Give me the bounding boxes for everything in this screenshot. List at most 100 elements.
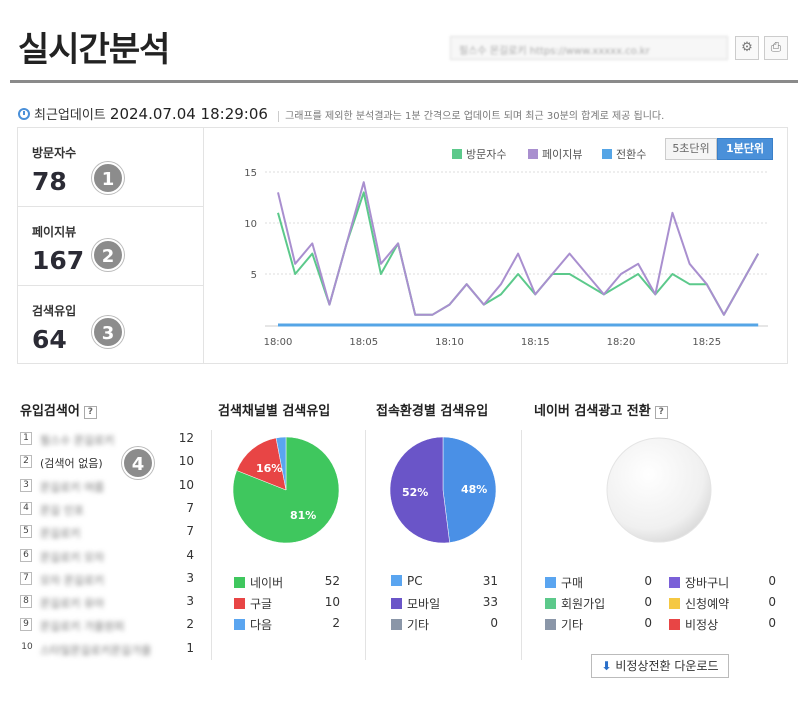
pie-slice bbox=[442, 436, 497, 543]
download-button[interactable]: ⬇ 비정상전환 다운로드 bbox=[591, 654, 729, 678]
keyword-rank: 4 bbox=[20, 501, 32, 515]
keyword-rank: 9 bbox=[20, 618, 32, 632]
stat-label: 방문자수 bbox=[32, 146, 77, 160]
keyword-row[interactable]: 8 몬길로키 유아 3 bbox=[20, 593, 196, 615]
line-chart: 18:00 18:05 18:10 18:15 18:20 18:25 5 10 15 bbox=[244, 168, 768, 348]
pie-slice bbox=[275, 436, 287, 491]
keyword-row[interactable]: 6 몬길로키 모자 4 bbox=[20, 547, 196, 569]
legend-visitors: 방문자수 bbox=[452, 146, 506, 162]
series-line bbox=[277, 191, 760, 316]
annotation-badge: 1 bbox=[92, 162, 124, 194]
legend-row: 구매 0 bbox=[545, 574, 652, 594]
legend-row: 장바구니 0 bbox=[669, 574, 776, 594]
device-pie-chart bbox=[389, 436, 497, 544]
keyword-count: 10 bbox=[178, 477, 194, 492]
update-label: 최근업데이트 bbox=[34, 108, 106, 123]
keyword-row[interactable]: 7 모자 몬길로키 3 bbox=[20, 570, 196, 592]
help-icon[interactable]: ? bbox=[654, 406, 668, 419]
legend-label: 기타 bbox=[407, 618, 430, 632]
stat-value: 78 bbox=[32, 167, 67, 196]
keyword-count: 1 bbox=[186, 640, 194, 655]
keyword-text: 몬길로키 모자 bbox=[40, 550, 105, 564]
pie-slice bbox=[236, 437, 287, 491]
legend-label: 비정상 bbox=[685, 618, 719, 632]
keyword-text: 몬길로키 bbox=[40, 527, 81, 541]
chart-x-labels: 18:00 18:05 18:10 18:15 18:20 18:25 bbox=[264, 337, 722, 348]
legend-value: 0 bbox=[768, 616, 776, 630]
legend-label: 구매 bbox=[561, 576, 584, 590]
keyword-text: (검색어 없음) bbox=[40, 457, 103, 471]
print-icon: ⎙ bbox=[770, 40, 782, 55]
shop-select[interactable]: 필스수 몬길로키 https://www.xxxxx.co.kr bbox=[450, 36, 728, 60]
unit-5sec-button[interactable]: 5초단위 bbox=[665, 138, 717, 160]
stat-pageviews: 페이지뷰 167 2 bbox=[18, 207, 203, 286]
divider bbox=[211, 430, 212, 660]
legend-value: 0 bbox=[490, 616, 498, 630]
header-divider bbox=[10, 80, 798, 83]
legend-row: 네이버 52 bbox=[234, 574, 340, 594]
pie-label: 81% bbox=[290, 509, 317, 522]
legend-label: 모바일 bbox=[407, 597, 441, 611]
x-tick-label: 18:25 bbox=[692, 337, 721, 348]
legend-value: 0 bbox=[644, 574, 652, 588]
legend-row: 모바일 33 bbox=[391, 595, 498, 615]
keyword-row[interactable]: 2 (검색어 없음) 10 bbox=[20, 453, 196, 475]
update-line: 최근업데이트 2024.07.04 18:29:06 그래프를 제외한 분석결과… bbox=[18, 104, 665, 123]
legend-value: 0 bbox=[644, 595, 652, 609]
legend-label: PC bbox=[407, 574, 423, 588]
settings-button[interactable]: ⚙ bbox=[735, 36, 759, 60]
stat-value: 167 bbox=[32, 246, 85, 275]
legend-row: 신청예약 0 bbox=[669, 595, 776, 615]
y-tick-label: 10 bbox=[244, 219, 257, 230]
legend-label: 신청예약 bbox=[685, 597, 730, 611]
keyword-text: 몬길로키 유아 bbox=[40, 597, 105, 611]
stat-visitors: 방문자수 78 1 bbox=[18, 128, 203, 207]
legend-value: 0 bbox=[768, 595, 776, 609]
legend-value: 52 bbox=[324, 574, 340, 588]
keyword-row[interactable]: 10 스타일몬길로키몬길가을 1 bbox=[20, 640, 196, 662]
y-tick-label: 5 bbox=[251, 270, 257, 281]
legend-value: 33 bbox=[482, 595, 498, 609]
keywords-title: 유입검색어? bbox=[20, 400, 97, 419]
y-tick-label: 15 bbox=[244, 168, 257, 179]
keyword-text: 필스수 몬길로키 bbox=[40, 434, 115, 447]
keyword-rank: 7 bbox=[20, 571, 32, 585]
keyword-text: 몬길로키 여름 bbox=[40, 480, 105, 494]
keyword-count: 3 bbox=[186, 594, 194, 609]
keyword-text: 몬길 인포 bbox=[40, 503, 84, 517]
keyword-row[interactable]: 1 필스수 몬길로키 12 bbox=[20, 430, 196, 452]
x-tick-label: 18:20 bbox=[607, 337, 636, 348]
annotation-badge: 2 bbox=[92, 239, 124, 271]
x-tick-label: 18:15 bbox=[521, 337, 550, 348]
stat-panel: 방문자수 78 1 페이지뷰 167 2 검색유입 64 3 bbox=[17, 127, 788, 364]
keyword-row[interactable]: 9 몬길로키 가을원피 2 bbox=[20, 616, 196, 638]
legend-row: 비정상 0 bbox=[669, 616, 776, 636]
divider bbox=[365, 430, 366, 660]
legend-label: 다음 bbox=[250, 618, 273, 632]
legend-conversions: 전환수 bbox=[602, 146, 646, 162]
stat-label: 검색유입 bbox=[32, 304, 77, 318]
legend-label: 회원가입 bbox=[561, 597, 606, 611]
keyword-row[interactable]: 5 몬길로키 7 bbox=[20, 523, 196, 545]
channel-title: 검색채널별 검색유입 bbox=[218, 404, 331, 419]
keyword-count: 10 bbox=[178, 454, 194, 469]
clock-icon bbox=[18, 108, 30, 120]
pie-label: 52% bbox=[402, 486, 429, 499]
keyword-text: 스타일몬길로키몬길가을 bbox=[40, 643, 152, 657]
update-note: 그래프를 제외한 분석결과는 1분 간격으로 업데이트 되며 최근 30분의 합… bbox=[278, 111, 665, 122]
update-time: 2024.07.04 18:29:06 bbox=[109, 105, 268, 123]
stat-label: 페이지뷰 bbox=[32, 225, 77, 239]
print-button[interactable]: ⎙ bbox=[764, 36, 788, 60]
keyword-row[interactable]: 3 몬길로키 여름 10 bbox=[20, 477, 196, 499]
keyword-rank: 8 bbox=[20, 595, 32, 609]
keyword-row[interactable]: 4 몬길 인포 7 bbox=[20, 500, 196, 522]
channel-pie-chart bbox=[232, 436, 340, 544]
legend-row: 구글 10 bbox=[234, 595, 340, 615]
unit-1min-button[interactable]: 1분단위 bbox=[717, 138, 773, 160]
series-line bbox=[277, 181, 760, 316]
gear-icon: ⚙ bbox=[741, 40, 753, 55]
help-icon[interactable]: ? bbox=[83, 406, 97, 419]
keyword-rank: 2 bbox=[20, 455, 32, 469]
device-title: 접속환경별 검색유입 bbox=[376, 404, 489, 419]
stat-value: 64 bbox=[32, 325, 67, 354]
